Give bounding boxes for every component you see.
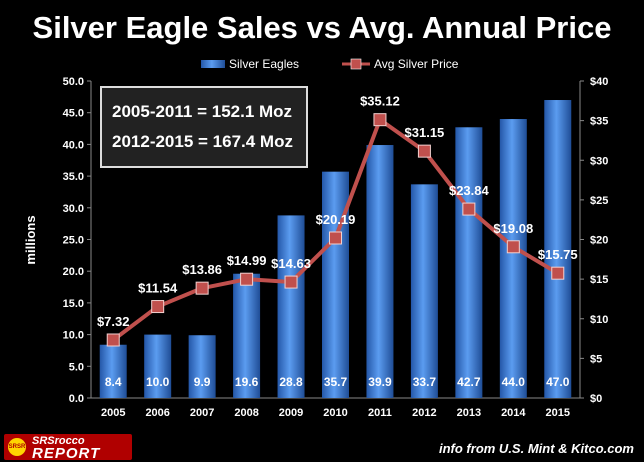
bar-value-label: 33.7 xyxy=(413,375,437,389)
price-marker xyxy=(506,240,520,254)
bar-value-label: 42.7 xyxy=(457,375,481,389)
legend: Silver Eagles Avg Silver Price xyxy=(201,57,459,71)
source-note: info from U.S. Mint & Kitco.com xyxy=(439,441,634,456)
summary-line-2: 2012-2015 = 167.4 Moz xyxy=(112,132,293,151)
x-tick-label: 2011 xyxy=(368,407,392,419)
price-marker xyxy=(417,144,431,158)
bar-value-labels: 8.4 10.0 9.9 19.6 28.8 35.7 39.9 33.7 42.7 44.0 47… xyxy=(105,375,570,389)
price-marker xyxy=(106,333,120,347)
price-label: $35.12 xyxy=(360,94,400,109)
bar-value-label: 19.6 xyxy=(235,375,259,389)
legend-bar-swatch xyxy=(201,60,225,68)
bar xyxy=(366,145,394,398)
x-tick-label: 2008 xyxy=(234,407,258,419)
right-tick-label: $0 xyxy=(590,393,602,405)
bar-value-label: 47.0 xyxy=(546,375,570,389)
bar xyxy=(277,215,305,398)
left-tick-label: 10.0 xyxy=(63,330,84,342)
bar-value-label: 39.9 xyxy=(368,375,392,389)
x-tick-label: 2009 xyxy=(279,407,303,419)
price-label: $20.19 xyxy=(316,212,356,227)
x-tick-label: 2015 xyxy=(546,407,570,419)
price-marker xyxy=(240,272,254,286)
left-tick-label: 5.0 xyxy=(69,361,84,373)
left-tick-label: 25.0 xyxy=(63,235,84,247)
price-marker xyxy=(151,300,165,314)
price-label: $11.54 xyxy=(138,281,178,296)
bar-series xyxy=(99,100,572,399)
right-tick-label: $20 xyxy=(590,235,608,247)
logo: SRSR SRSrocco REPORT xyxy=(4,434,132,462)
bar xyxy=(499,119,527,398)
logo-badge: SRSR xyxy=(8,438,26,456)
price-marker xyxy=(551,266,565,280)
summary-line-1: 2005-2011 = 152.1 Moz xyxy=(112,102,293,121)
price-label: $14.63 xyxy=(271,256,311,271)
x-tick-label: 2006 xyxy=(145,407,169,419)
legend-line-label: Avg Silver Price xyxy=(374,57,459,71)
price-label: $19.08 xyxy=(493,221,533,236)
price-marker xyxy=(373,113,387,127)
line-series xyxy=(106,113,565,347)
bar-value-label: 35.7 xyxy=(324,375,348,389)
bar xyxy=(99,344,127,398)
legend-line-marker xyxy=(350,58,362,70)
price-marker xyxy=(462,202,476,216)
logo-line-2: REPORT xyxy=(32,445,101,462)
bar-value-label: 8.4 xyxy=(105,375,122,389)
x-tick-label: 2010 xyxy=(323,407,347,419)
price-label: $23.84 xyxy=(449,183,490,198)
price-label: $7.32 xyxy=(97,314,130,329)
bar-value-label: 44.0 xyxy=(502,375,526,389)
price-label: $13.86 xyxy=(182,262,222,277)
left-tick-label: 50.0 xyxy=(63,76,84,88)
left-tick-label: 40.0 xyxy=(63,139,84,151)
left-tick-label: 45.0 xyxy=(63,108,84,120)
x-tick-label: 2007 xyxy=(190,407,214,419)
right-tick-label: $35 xyxy=(590,116,608,128)
chart-title: Silver Eagle Sales vs Avg. Annual Price xyxy=(33,10,612,45)
x-axis-ticks: 2005 2006 2007 2008 2009 2010 2011 2012 2013 2014… xyxy=(101,407,570,419)
right-tick-label: $30 xyxy=(590,155,608,167)
price-label: $14.99 xyxy=(227,253,267,268)
x-tick-label: 2005 xyxy=(101,407,125,419)
x-tick-label: 2012 xyxy=(412,407,436,419)
x-tick-label: 2014 xyxy=(501,407,526,419)
bar-value-label: 10.0 xyxy=(146,375,170,389)
bar xyxy=(544,100,572,399)
price-marker xyxy=(284,275,298,289)
summary-box: 2005-2011 = 152.1 Moz 2012-2015 = 167.4 … xyxy=(100,86,308,168)
price-marker xyxy=(329,231,342,245)
right-tick-label: $5 xyxy=(590,353,602,365)
price-label: $31.15 xyxy=(405,125,445,140)
line-value-labels: $7.32 $11.54 $13.86 $14.99 $14.63 $20.19 $35.1… xyxy=(97,94,578,329)
right-tick-label: $40 xyxy=(590,76,608,88)
left-tick-label: 20.0 xyxy=(63,266,84,278)
price-label: $15.75 xyxy=(538,247,578,262)
right-tick-label: $15 xyxy=(590,274,608,286)
right-tick-label: $25 xyxy=(590,195,608,207)
right-tick-label: $10 xyxy=(590,314,608,326)
y-axis-label: millions xyxy=(23,215,38,264)
price-marker xyxy=(195,281,209,295)
bar xyxy=(322,171,349,398)
bar xyxy=(188,335,216,398)
left-tick-label: 0.0 xyxy=(69,393,84,405)
left-axis-ticks: 0.0 5.0 10.0 15.0 20.0 25.0 30.0 35.0 40.0 45.0 50… xyxy=(63,76,91,405)
bar xyxy=(410,184,438,398)
bar-value-label: 9.9 xyxy=(194,375,211,389)
bar xyxy=(233,273,261,398)
bar xyxy=(455,127,483,399)
left-tick-label: 15.0 xyxy=(63,298,84,310)
left-tick-label: 30.0 xyxy=(63,203,84,215)
x-tick-label: 2013 xyxy=(457,407,481,419)
bar-value-label: 28.8 xyxy=(279,375,303,389)
bar xyxy=(144,334,172,398)
right-axis-ticks: $0 $5 $10 $15 $20 $25 $30 $35 $40 xyxy=(580,76,608,405)
left-tick-label: 35.0 xyxy=(63,171,84,183)
legend-bar-label: Silver Eagles xyxy=(229,57,299,71)
logo-line-1: SRSrocco xyxy=(32,435,85,447)
